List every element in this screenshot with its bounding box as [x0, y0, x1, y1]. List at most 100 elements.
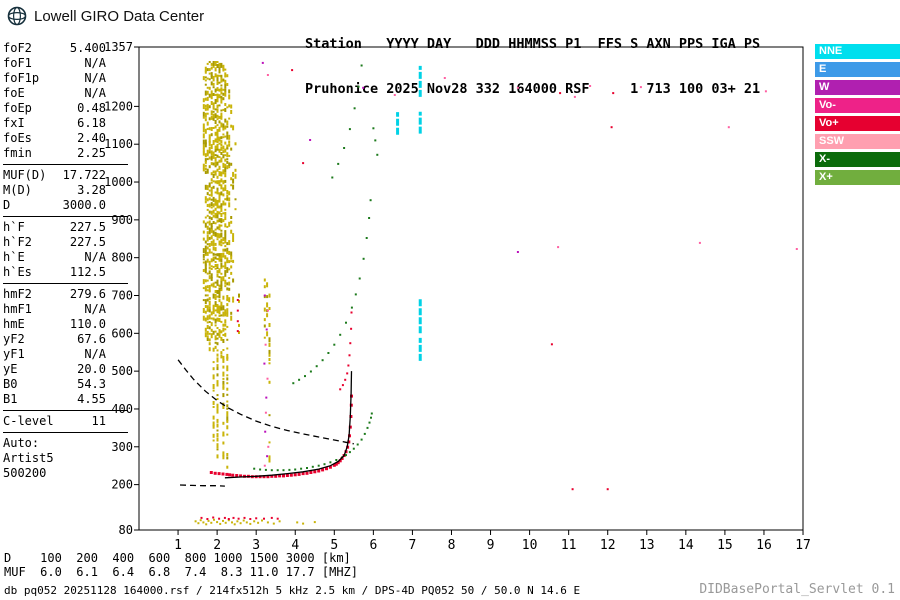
- param-label: C-level: [3, 414, 54, 428]
- param-value: N/A: [84, 302, 106, 316]
- param-label: h`E: [3, 250, 25, 264]
- param-row-hf2: h`F2 227.5: [3, 235, 106, 250]
- x-tick-label: 1: [174, 538, 182, 553]
- param-value: 3.28: [77, 183, 106, 197]
- legend-item-vo[interactable]: Vo+: [815, 116, 900, 131]
- param-value: N/A: [84, 71, 106, 85]
- param-row-fof1p: foF1p N/A: [3, 71, 106, 86]
- param-value: N/A: [84, 347, 106, 361]
- y-tick-label: 500: [111, 364, 133, 378]
- brand-title: Lowell GIRO Data Center: [34, 7, 205, 25]
- giro-logo-icon: [7, 6, 27, 26]
- x-tick-label: 4: [291, 538, 299, 553]
- legend-item-x[interactable]: X-: [815, 152, 900, 167]
- x-tick-label: 12: [600, 538, 616, 553]
- param-row-foe: foE N/A: [3, 86, 106, 101]
- param-row-fxi: fxI 6.18: [3, 116, 106, 131]
- legend-item-x[interactable]: X+: [815, 170, 900, 185]
- y-tick-label: 700: [111, 288, 133, 302]
- y-tick-label: 300: [111, 440, 133, 454]
- x-tick-label: 7: [409, 538, 417, 553]
- param-value: 0.48: [77, 101, 106, 115]
- param-divider: [3, 432, 128, 433]
- param-label: fmin: [3, 146, 32, 160]
- param-value: N/A: [84, 250, 106, 264]
- param-label: yF2: [3, 332, 25, 346]
- param-label: yE: [3, 362, 18, 376]
- param-row-hes: h`Es 112.5: [3, 265, 106, 280]
- param-divider: [3, 283, 128, 284]
- x-tick-label: 17: [795, 538, 811, 553]
- legend-item-nne[interactable]: NNE: [815, 44, 900, 59]
- param-value: 227.5: [69, 235, 106, 249]
- param-row-clevel: C-level 11: [3, 414, 106, 429]
- legend-item-vo[interactable]: Vo-: [815, 98, 900, 113]
- param-divider: [3, 410, 128, 411]
- param-value: 2.25: [77, 146, 106, 160]
- param-label: B0: [3, 377, 18, 391]
- echo-legend: NNE E W Vo- Vo+ SSW X- X+: [815, 44, 900, 188]
- param-value: 227.5: [69, 220, 106, 234]
- param-value: N/A: [84, 56, 106, 70]
- y-tick-label: 800: [111, 251, 133, 265]
- param-row-hf: h`F 227.5: [3, 220, 106, 235]
- x-tick-label: 16: [756, 538, 772, 553]
- brand: Lowell GIRO Data Center: [6, 5, 204, 27]
- param-label: foF1: [3, 56, 32, 70]
- param-value: 112.5: [69, 265, 106, 279]
- x-tick-label: 9: [487, 538, 495, 553]
- y-tick-label: 1000: [104, 175, 133, 189]
- param-label: h`F: [3, 220, 25, 234]
- auto-scaler-line: Auto:: [3, 436, 40, 450]
- param-value: 279.6: [69, 287, 106, 301]
- param-label: B1: [3, 392, 18, 406]
- distance-row-muf: MUF 6.0 6.1 6.4 6.8 7.4 8.3 11.0 17.7 [M…: [4, 565, 359, 579]
- param-row-d: D 3000.0: [3, 198, 106, 213]
- param-label: h`F2: [3, 235, 32, 249]
- y-tick-label: 80: [119, 523, 133, 537]
- param-label: hmF2: [3, 287, 32, 301]
- x-tick-label: 11: [561, 538, 577, 553]
- param-row-fmin: fmin 2.25: [3, 146, 106, 161]
- legend-item-e[interactable]: E: [815, 62, 900, 77]
- param-value: 2.40: [77, 131, 106, 145]
- y-tick-label: 1200: [104, 99, 133, 113]
- param-row-b1: B1 4.55: [3, 392, 106, 407]
- y-tick-label: 1100: [104, 137, 133, 151]
- param-row-md: M(D) 3.28: [3, 183, 106, 198]
- param-value: 67.6: [77, 332, 106, 346]
- param-value: 4.55: [77, 392, 106, 406]
- station-header-fields: Station YYYY DAY DDD HHMMSS P1 FFS S AXN…: [305, 36, 761, 52]
- parameter-panel: foF2 5.400 foF1 N/A foF1p N/A foE N/A foEp 0.48 fx…: [3, 41, 129, 481]
- param-row-yf2: yF2 67.6: [3, 332, 106, 347]
- param-row-mufd: MUF(D) 17.722: [3, 168, 106, 183]
- param-label: M(D): [3, 183, 32, 197]
- y-tick-label: 200: [111, 478, 133, 492]
- legend-item-w[interactable]: W: [815, 80, 900, 95]
- x-tick-label: 15: [717, 538, 733, 553]
- param-value: 11: [91, 414, 106, 428]
- param-label: h`Es: [3, 265, 32, 279]
- param-label: foEs: [3, 131, 32, 145]
- muf-distance-table: D 100 200 400 600 800 1000 1500 3000 [km…: [4, 551, 358, 579]
- param-row-he: h`E N/A: [3, 250, 106, 265]
- param-value: 20.0: [77, 362, 106, 376]
- servlet-version: DIDBasePortal_Servlet 0.1: [699, 582, 895, 597]
- x-tick-label: 13: [639, 538, 655, 553]
- param-label: D: [3, 198, 11, 212]
- param-label: foF2: [3, 41, 32, 55]
- param-row-foes: foEs 2.40: [3, 131, 106, 146]
- param-divider: [3, 216, 128, 217]
- x-tick-label: 2: [213, 538, 221, 553]
- param-label: hmF1: [3, 302, 32, 316]
- legend-item-ssw[interactable]: SSW: [815, 134, 900, 149]
- param-row-yf1: yF1 N/A: [3, 347, 106, 362]
- param-row-hmf2: hmF2 279.6: [3, 287, 106, 302]
- x-tick-label: 8: [448, 538, 456, 553]
- x-tick-label: 10: [522, 538, 538, 553]
- x-tick-label: 14: [678, 538, 694, 553]
- param-row-hmf1: hmF1 N/A: [3, 302, 106, 317]
- param-value: 54.3: [77, 377, 106, 391]
